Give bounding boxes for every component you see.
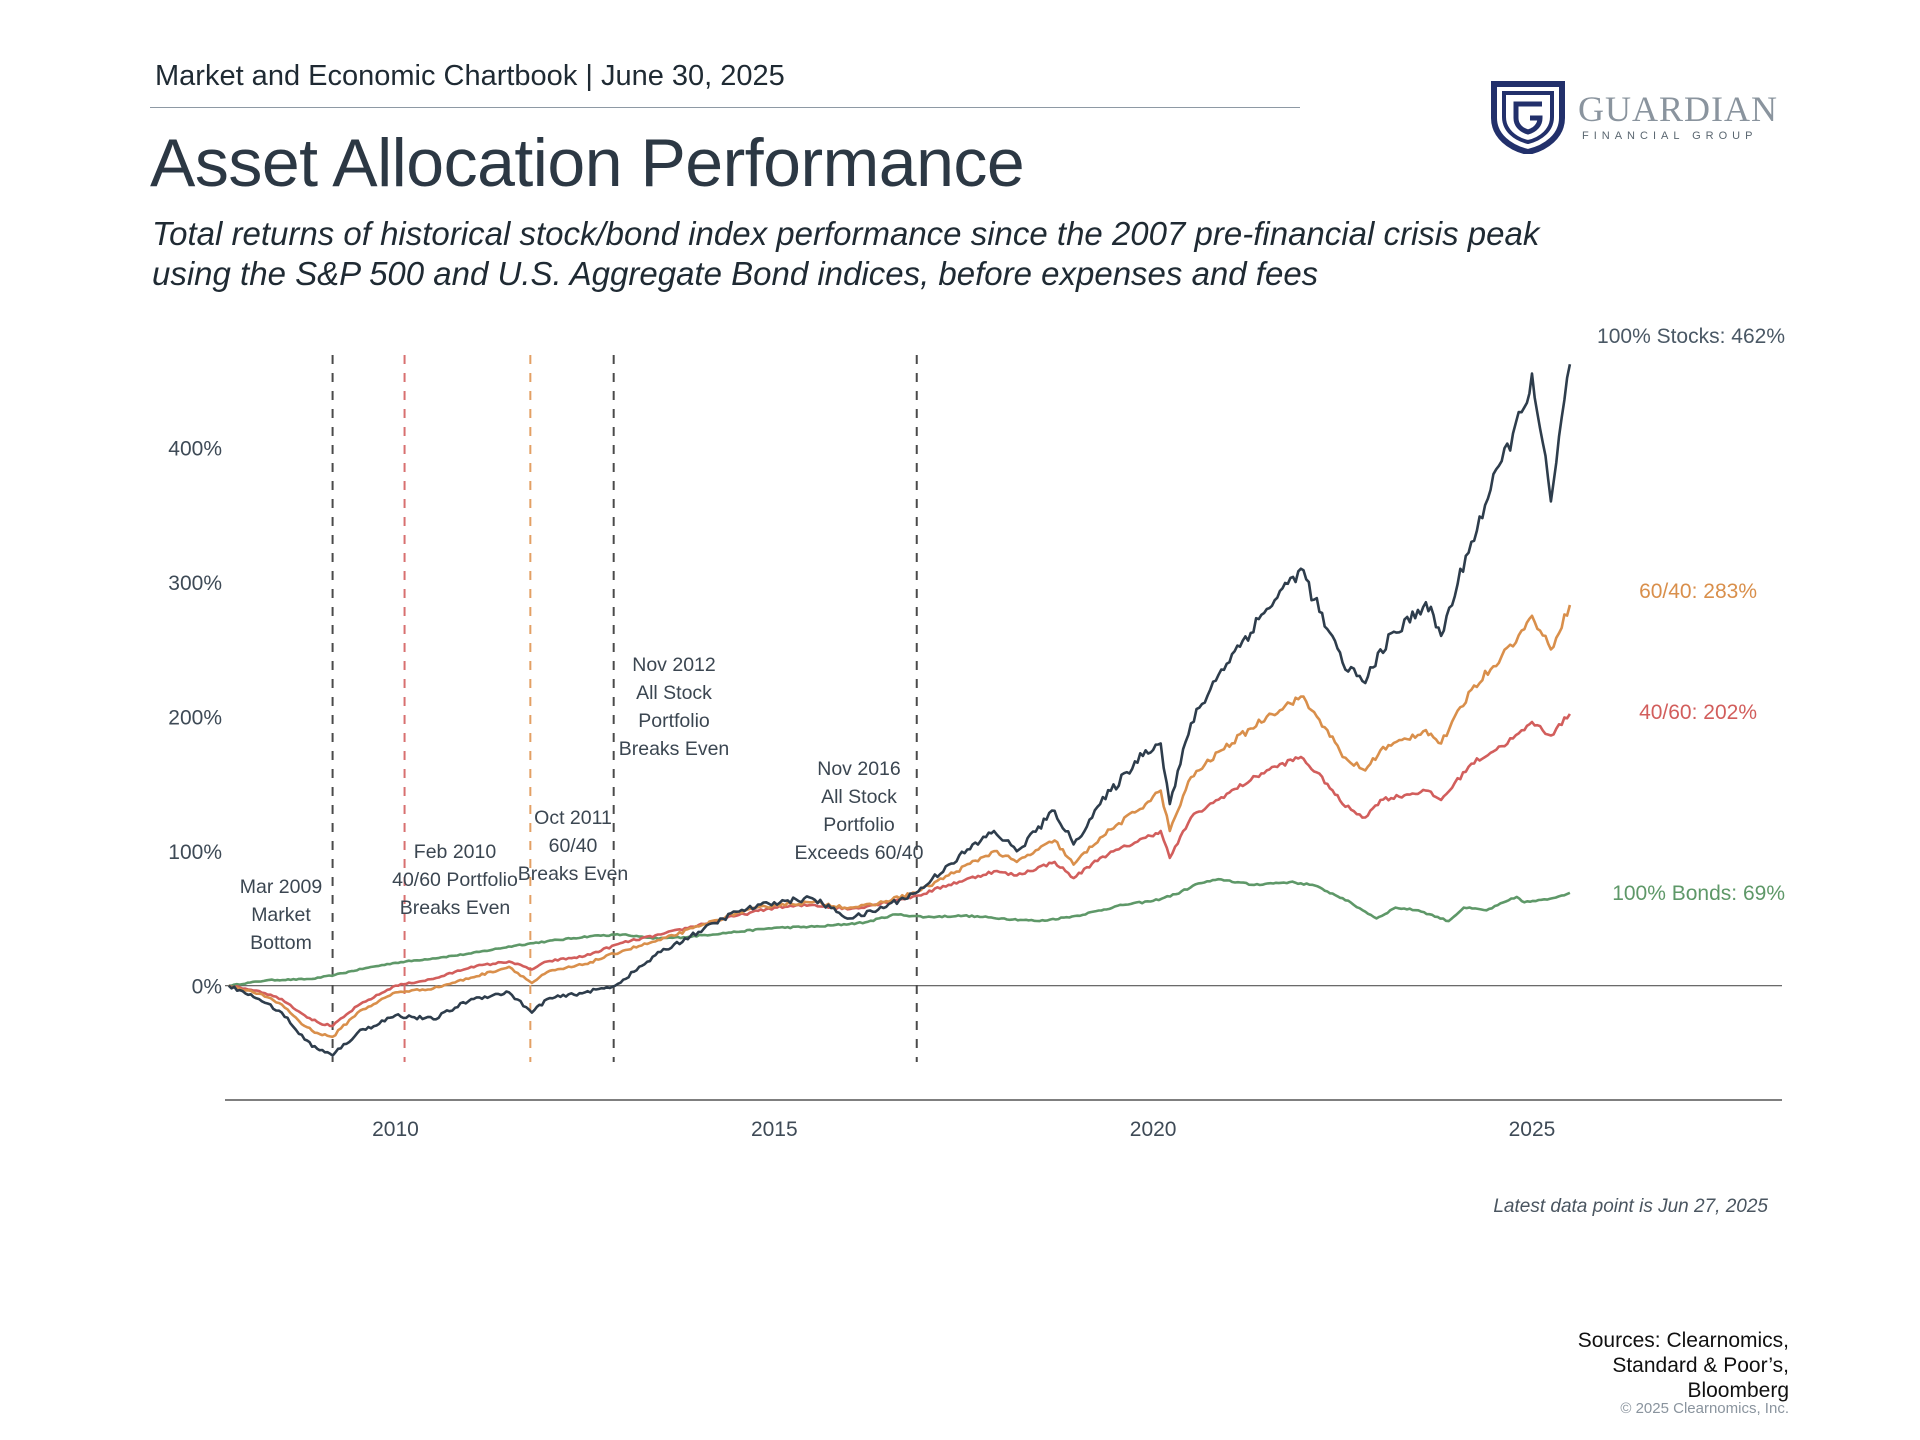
y-tick-label: 400% xyxy=(168,438,222,461)
header-divider xyxy=(150,107,1300,108)
logo-wordmark: GUARDIAN xyxy=(1578,89,1778,129)
copyright: © 2025 Clearnomics, Inc. xyxy=(1620,1400,1789,1417)
source-line: Standard & Poor’s, xyxy=(1612,1354,1789,1377)
event-annotation-text: Portfolio xyxy=(823,814,895,836)
page-title: Asset Allocation Performance xyxy=(150,125,1025,201)
series-line-bonds xyxy=(228,877,1571,987)
x-tick-label: 2020 xyxy=(1130,1118,1177,1141)
event-annotation-text: Breaks Even xyxy=(400,897,511,919)
event-annotation-text: All Stock xyxy=(636,682,712,704)
series-line-s60 xyxy=(228,604,1572,1039)
series-label-bonds: 100% Bonds: 69% xyxy=(1612,882,1785,905)
y-tick-label: 200% xyxy=(168,707,222,730)
latest-data-note: Latest data point is Jun 27, 2025 xyxy=(1493,1196,1768,1217)
series-line-stocks xyxy=(227,363,1572,1057)
event-annotation-text: 60/40 xyxy=(549,835,598,857)
event-annotation-text: Nov 2016 xyxy=(817,758,900,780)
x-tick-label: 2025 xyxy=(1509,1118,1556,1141)
x-tick-label: 2015 xyxy=(751,1118,798,1141)
y-tick-label: 0% xyxy=(192,976,222,999)
event-annotation-text: Bottom xyxy=(250,932,312,954)
event-annotation-text: Oct 2011 xyxy=(534,807,612,829)
source-line: Sources: Clearnomics, xyxy=(1577,1329,1789,1352)
event-annotation-text: Breaks Even xyxy=(518,863,629,885)
chart-subtitle: Total returns of historical stock/bond i… xyxy=(152,215,1540,292)
series-label-s40: 40/60: 202% xyxy=(1639,701,1757,724)
event-annotation-text: Mar 2009 xyxy=(240,876,322,898)
y-tick-label: 100% xyxy=(168,841,222,864)
event-annotation-text: Portfolio xyxy=(638,710,710,732)
event-annotation-text: Breaks Even xyxy=(619,738,730,760)
event-annotation-text: Feb 2010 xyxy=(414,841,497,863)
sources-note: Sources: Clearnomics, Standard & Poor’s,… xyxy=(1578,1328,1789,1403)
y-tick-label: 300% xyxy=(168,572,222,595)
event-annotation-text: Exceeds 60/40 xyxy=(794,842,923,864)
series-label-stocks: 100% Stocks: 462% xyxy=(1597,325,1785,348)
event-annotation-text: All Stock xyxy=(821,786,897,808)
event-annotation-text: Market xyxy=(251,904,311,926)
x-tick-label: 2010 xyxy=(372,1118,419,1141)
event-annotation-text: Nov 2012 xyxy=(632,654,715,676)
logo-tagline: FINANCIAL GROUP xyxy=(1582,130,1758,142)
guardian-logo: GUARDIAN FINANCIAL GROUP xyxy=(1490,80,1777,156)
source-line: Bloomberg xyxy=(1687,1379,1789,1402)
guardian-shield-g-logo-icon xyxy=(1491,81,1565,156)
event-annotation-text: 40/60 Portfolio xyxy=(392,869,518,891)
chartbook-header: Market and Economic Chartbook | June 30,… xyxy=(155,60,785,92)
series-label-s60: 60/40: 283% xyxy=(1639,580,1757,603)
